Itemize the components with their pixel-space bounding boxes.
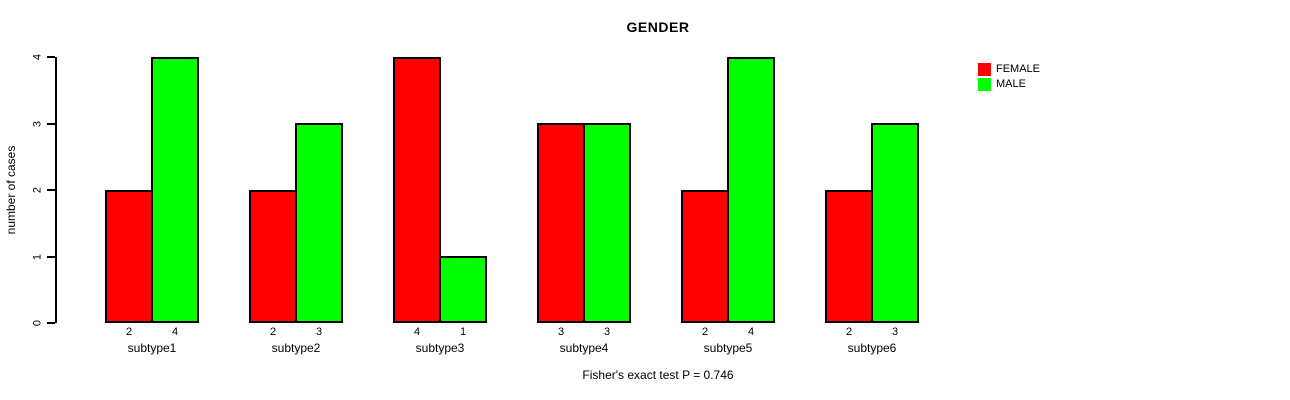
y-axis-tick — [47, 122, 55, 125]
y-axis-tick — [47, 56, 55, 58]
bar-female-subtype1 — [105, 190, 153, 323]
legend-label-female: FEMALE — [996, 63, 1041, 75]
bar-female-subtype6 — [825, 190, 873, 323]
y-axis-tick-label: 2 — [31, 186, 44, 194]
legend: FEMALE MALE — [978, 62, 1040, 92]
y-axis-tick-label: 4 — [31, 53, 44, 61]
legend-entry-male: MALE — [978, 77, 1040, 92]
x-category-label: subtype5 — [703, 341, 753, 355]
bar-female-subtype4 — [537, 123, 585, 323]
y-axis-label: number of cases — [4, 145, 18, 235]
x-category-label: subtype1 — [127, 341, 177, 355]
bar-male-subtype3 — [439, 256, 487, 323]
y-axis-tick — [47, 255, 55, 258]
y-axis-line — [55, 57, 57, 323]
y-axis-tick — [47, 322, 55, 324]
bar-value-label: 3 — [603, 326, 611, 338]
bar-male-subtype5 — [727, 57, 775, 323]
bar-value-label: 2 — [701, 326, 709, 338]
x-category-label: subtype6 — [847, 341, 897, 355]
bar-value-label: 4 — [413, 326, 421, 338]
bar-male-subtype1 — [151, 57, 199, 323]
legend-swatch-male — [978, 78, 991, 91]
y-axis-tick — [47, 189, 55, 191]
x-category-label: subtype2 — [271, 341, 321, 355]
legend-swatch-female — [978, 63, 991, 76]
bar-male-subtype6 — [871, 123, 919, 323]
bar-value-label: 4 — [171, 326, 179, 338]
y-axis-tick-label: 0 — [31, 319, 44, 327]
annotation-text: Fisher's exact test P = 0.746 — [582, 368, 734, 382]
y-axis-tick-label: 1 — [31, 253, 44, 260]
chart-title: GENDER — [626, 19, 690, 35]
x-category-label: subtype4 — [559, 341, 609, 355]
bar-value-label: 2 — [845, 326, 853, 338]
x-category-label: subtype3 — [415, 341, 465, 355]
bar-male-subtype2 — [295, 123, 343, 323]
y-axis-tick-label: 3 — [31, 120, 44, 127]
bar-female-subtype5 — [681, 190, 729, 323]
bar-female-subtype3 — [393, 57, 441, 323]
bar-value-label: 4 — [747, 326, 755, 338]
legend-entry-female: FEMALE — [978, 62, 1040, 77]
bar-value-label: 2 — [269, 326, 277, 338]
bar-value-label: 2 — [125, 326, 133, 338]
bar-female-subtype2 — [249, 190, 297, 323]
bar-value-label: 3 — [557, 326, 565, 338]
legend-label-male: MALE — [996, 78, 1026, 90]
bar-value-label: 3 — [315, 326, 323, 338]
bar-male-subtype4 — [583, 123, 631, 323]
bar-value-label: 1 — [459, 326, 467, 338]
bar-value-label: 3 — [891, 326, 899, 338]
